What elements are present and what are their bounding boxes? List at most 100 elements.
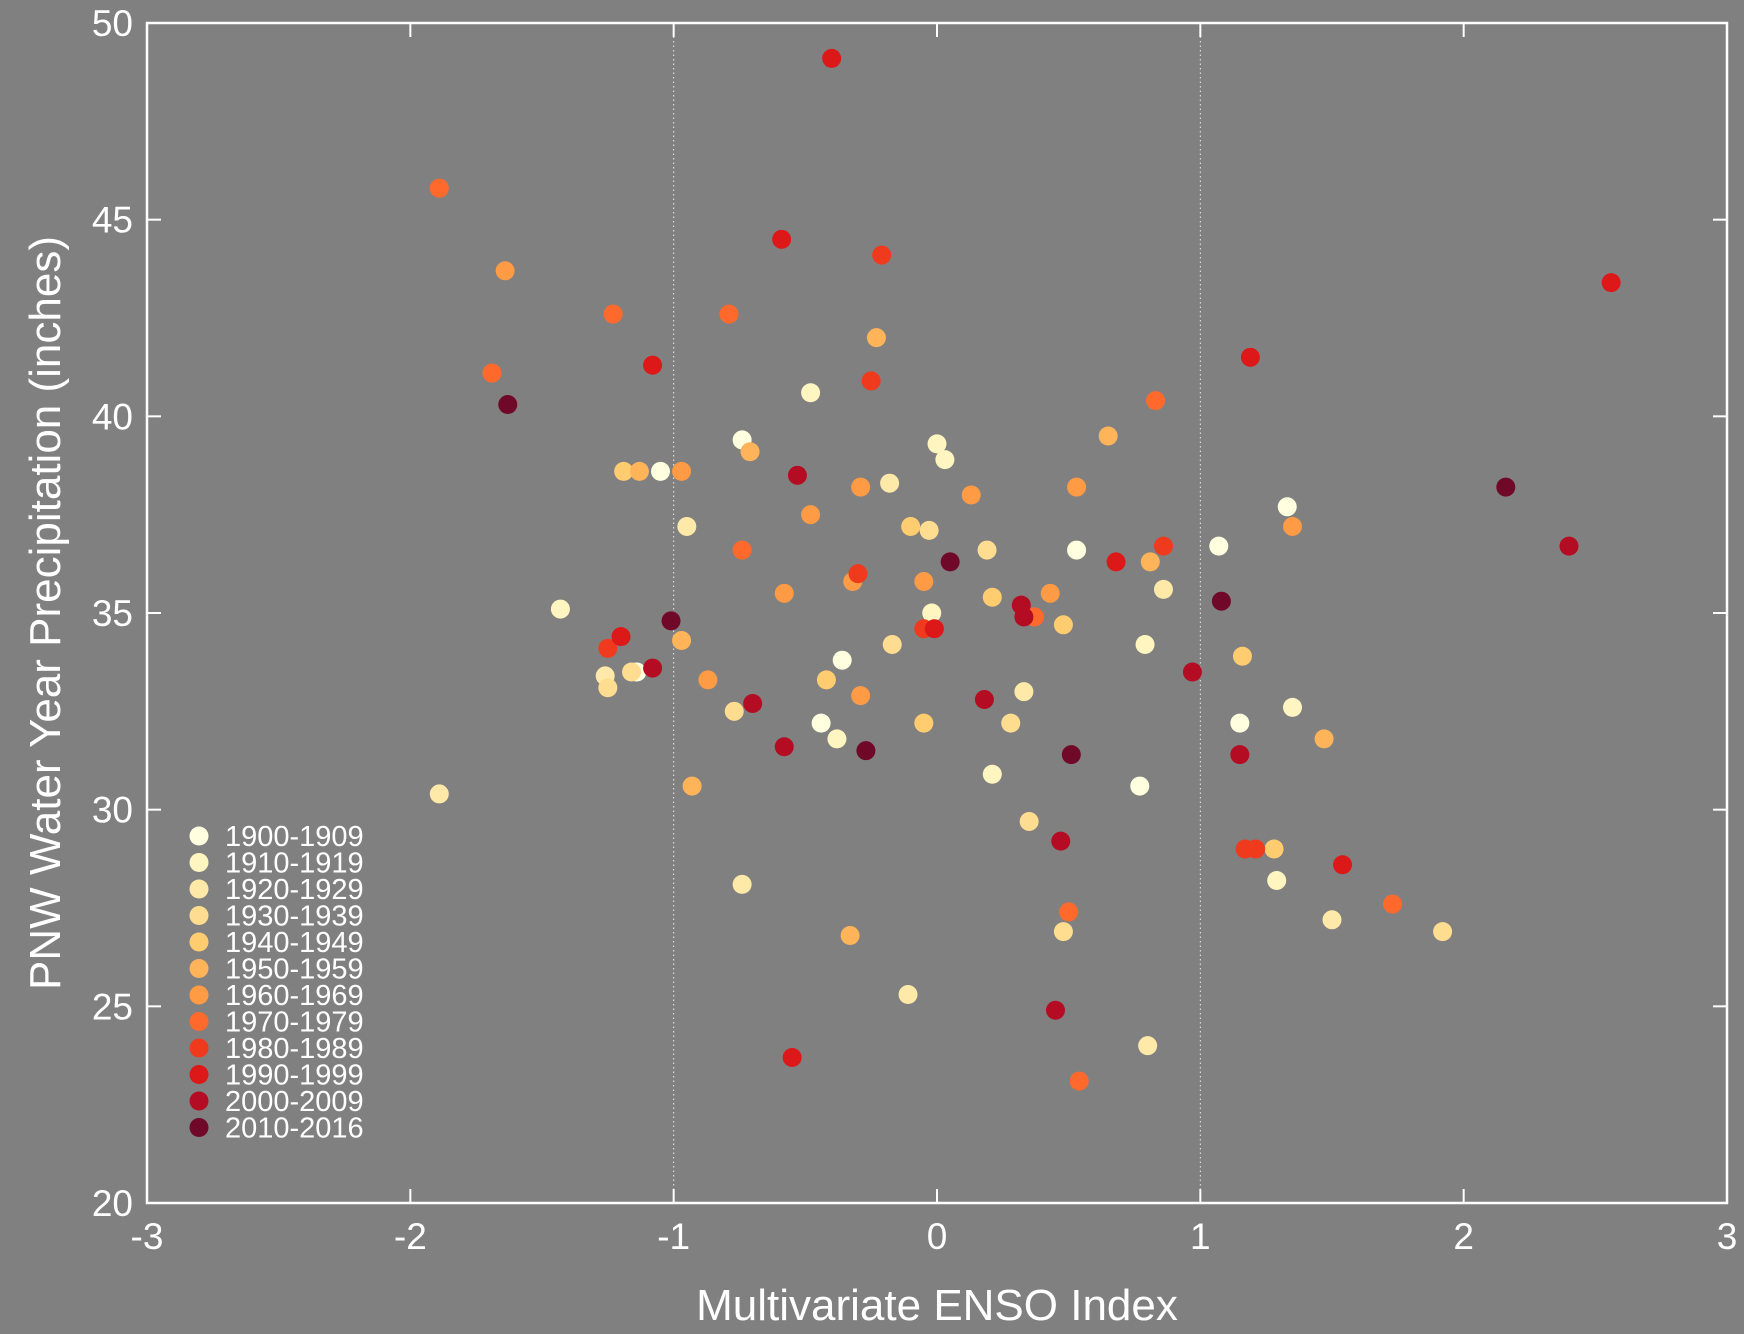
data-point: [914, 713, 934, 733]
data-point: [1153, 579, 1173, 599]
data-point: [1135, 634, 1155, 654]
legend-label: 1900-1909: [225, 821, 364, 853]
data-point: [811, 713, 831, 733]
x-tick-label: 1: [1190, 1216, 1211, 1257]
legend-marker: [189, 879, 209, 899]
data-point: [861, 371, 881, 391]
legend-marker: [189, 826, 209, 846]
legend-marker: [189, 932, 209, 952]
data-point: [982, 764, 1002, 784]
data-point: [1040, 583, 1060, 603]
data-point: [1061, 745, 1081, 765]
x-axis-title: Multivariate ENSO Index: [696, 1281, 1178, 1330]
data-point: [898, 985, 918, 1005]
data-point: [924, 619, 944, 639]
y-axis-ticks: 20 25 30 35 40 45 50: [92, 3, 1727, 1224]
data-point: [851, 477, 871, 497]
data-point: [1264, 839, 1284, 859]
data-point: [851, 686, 871, 706]
y-tick-label: 35: [92, 593, 133, 634]
data-point: [677, 516, 697, 536]
data-point: [1209, 536, 1229, 556]
x-axis-ticks: -3 -2 -1 0 1 2 3: [131, 23, 1738, 1257]
data-point: [1138, 1036, 1158, 1056]
data-point: [629, 461, 649, 481]
data-point: [732, 540, 752, 560]
legend-label: 1950-1959: [225, 954, 364, 986]
legend-label: 1930-1939: [225, 901, 364, 933]
data-point: [982, 587, 1002, 607]
legend-marker: [189, 1038, 209, 1058]
data-point: [822, 48, 842, 68]
data-point: [914, 572, 934, 592]
x-tick-label: 3: [1717, 1216, 1738, 1257]
legend: 1900-19091910-19191920-19291930-19391940…: [189, 821, 364, 1145]
legend-label: 1920-1929: [225, 874, 364, 906]
legend-label: 1980-1989: [225, 1033, 364, 1065]
data-point: [774, 737, 794, 757]
legend-marker: [189, 853, 209, 872]
data-point: [1067, 540, 1087, 560]
data-point: [1130, 776, 1150, 796]
data-point: [682, 776, 702, 796]
y-tick-label: 45: [92, 200, 133, 241]
legend-marker: [189, 1091, 209, 1111]
data-point: [719, 304, 739, 324]
data-point: [856, 741, 876, 761]
data-point: [801, 383, 821, 403]
legend-label: 2010-2016: [225, 1113, 364, 1145]
x-tick-label: -3: [131, 1216, 164, 1257]
data-point: [880, 473, 900, 493]
data-point: [429, 178, 449, 198]
y-tick-label: 40: [92, 396, 133, 437]
legend-label: 1910-1919: [225, 848, 364, 880]
data-point: [961, 485, 981, 505]
data-point: [927, 434, 947, 454]
legend-label: 1940-1949: [225, 927, 364, 959]
data-point: [974, 690, 994, 710]
data-point: [940, 552, 960, 572]
data-point: [848, 564, 868, 584]
legend-label: 1990-1999: [225, 1060, 364, 1092]
data-point: [598, 678, 618, 698]
data-point: [801, 505, 821, 525]
data-point: [882, 634, 902, 654]
data-point: [1232, 646, 1252, 666]
x-tick-label: -2: [394, 1216, 427, 1257]
data-point: [672, 461, 692, 481]
data-point: [482, 363, 502, 383]
y-tick-label: 50: [92, 3, 133, 44]
data-point: [901, 516, 921, 536]
y-tick-label: 30: [92, 790, 133, 831]
data-point: [550, 599, 570, 619]
data-point: [1333, 855, 1353, 875]
data-point: [1211, 591, 1231, 611]
legend-label: 1970-1979: [225, 1007, 364, 1039]
data-point: [672, 631, 692, 651]
legend-label: 2000-2009: [225, 1086, 364, 1118]
data-point: [1230, 745, 1250, 765]
data-point: [919, 520, 939, 540]
data-point: [1383, 894, 1403, 914]
data-point: [1098, 426, 1118, 446]
data-point: [1283, 516, 1302, 536]
data-point: [1059, 902, 1079, 922]
data-point: [840, 926, 860, 946]
y-axis-title: PNW Water Year Precipitation (inches): [21, 236, 70, 990]
x-tick-label: 0: [927, 1216, 948, 1257]
data-point: [1001, 713, 1021, 733]
legend-marker: [189, 1065, 209, 1084]
data-point: [1496, 477, 1516, 497]
data-point: [1559, 536, 1579, 556]
y-tick-label: 20: [92, 1183, 133, 1224]
data-point: [598, 638, 618, 658]
legend-marker: [189, 906, 209, 925]
data-point: [1230, 713, 1250, 733]
data-point: [1433, 922, 1453, 942]
data-point: [498, 395, 518, 415]
data-point: [1182, 662, 1202, 682]
data-point: [1246, 839, 1266, 859]
data-point: [935, 450, 955, 470]
data-point: [1146, 391, 1166, 411]
